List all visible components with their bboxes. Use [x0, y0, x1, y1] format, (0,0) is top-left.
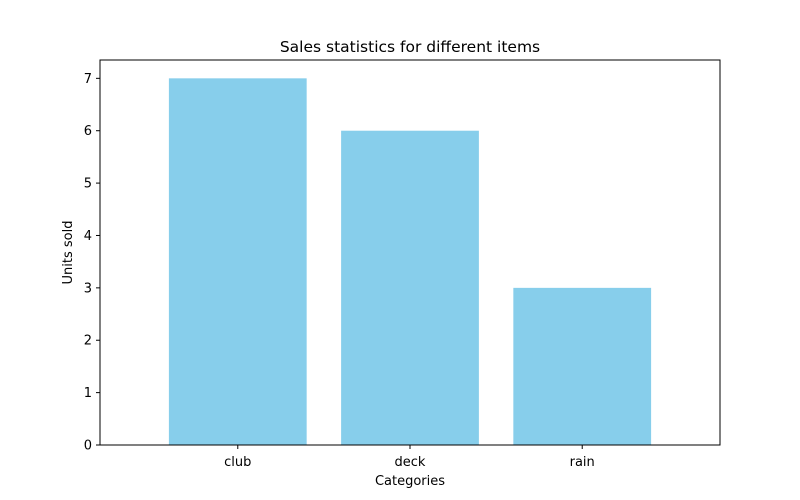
chart-title: Sales statistics for different items — [280, 38, 540, 56]
x-tick-label: club — [224, 455, 251, 470]
y-axis-label: Units sold — [61, 221, 76, 285]
bar-rain — [513, 287, 652, 445]
bar-deck — [341, 130, 479, 445]
x-tick-label: deck — [395, 455, 426, 470]
bars-layer — [168, 78, 652, 445]
bar-club — [168, 78, 307, 445]
x-axis-label: Categories — [375, 474, 445, 489]
y-tick-label: 7 — [84, 72, 92, 87]
y-tick-label: 2 — [84, 334, 92, 349]
y-tick-label: 4 — [84, 229, 92, 244]
y-tick-label: 6 — [84, 124, 92, 139]
y-tick-label: 3 — [84, 281, 92, 296]
y-axis-ticks: 0 1 2 3 4 5 6 7 — [84, 72, 100, 454]
x-tick-label: rain — [570, 455, 595, 470]
plot-area-frame — [99, 59, 721, 446]
x-axis-ticks: club deck rain — [224, 445, 595, 470]
y-tick-label: 0 — [84, 439, 92, 454]
y-tick-label: 1 — [84, 386, 92, 401]
y-tick-label: 5 — [84, 177, 92, 192]
